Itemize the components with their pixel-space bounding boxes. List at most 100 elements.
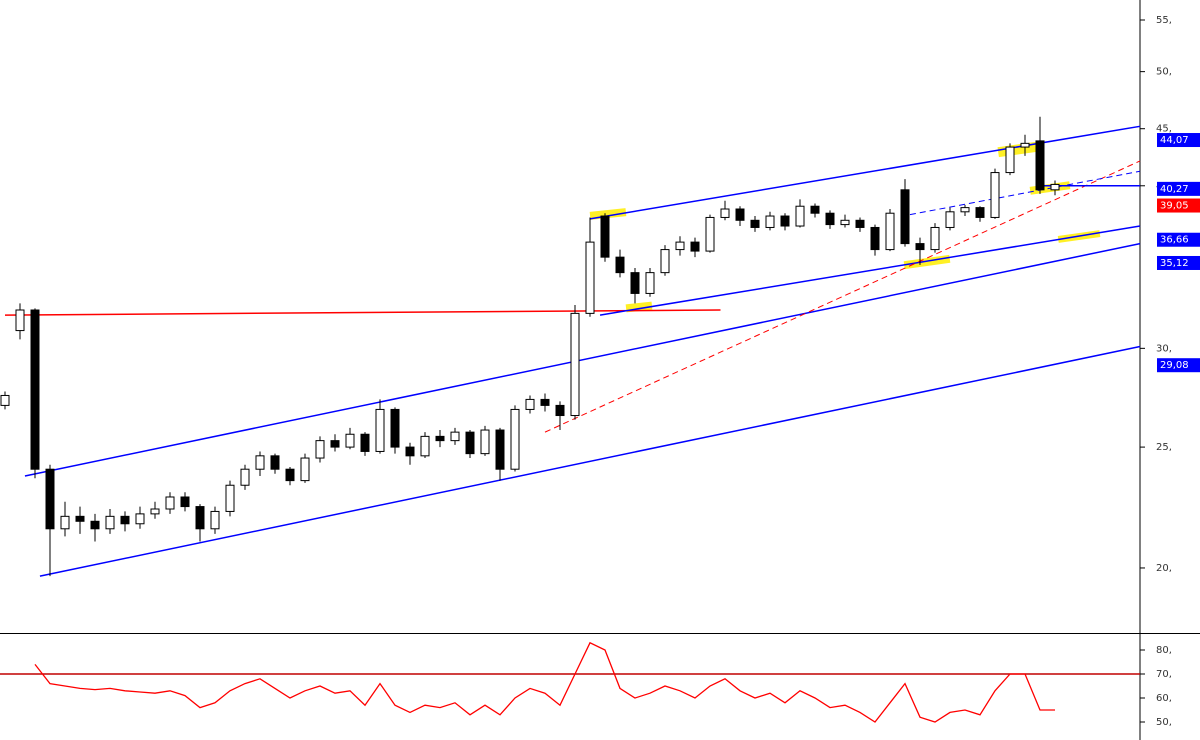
candle-body: [480, 429, 490, 455]
candle-body: [585, 241, 595, 314]
y-tick-label: 25,: [1156, 442, 1172, 453]
candle-body: [405, 446, 415, 457]
candle-body: [765, 215, 775, 228]
candle-body: [135, 513, 145, 525]
candle-body: [495, 429, 505, 470]
y-tick-label: 45,: [1156, 124, 1172, 135]
candle-body: [0, 394, 10, 406]
candle-body: [75, 515, 85, 522]
price-label-box: [1157, 133, 1200, 148]
candle-body: [990, 172, 1000, 218]
candle-body: [60, 515, 70, 530]
candle-body: [390, 408, 400, 448]
trend-line: [544, 160, 1141, 433]
y-tick-label: 60,: [1156, 693, 1172, 704]
candle-body: [615, 256, 625, 274]
candle-body: [600, 215, 610, 258]
candle-body: [1020, 142, 1030, 148]
candle-body: [975, 207, 985, 218]
candle-body: [810, 205, 820, 214]
candle-body: [1050, 183, 1060, 191]
candle-body: [90, 520, 100, 530]
candle-body: [840, 219, 850, 226]
price-label: 40,27: [1160, 184, 1189, 195]
candle-body: [450, 431, 460, 442]
trend-line: [24, 242, 1141, 477]
candle-body: [675, 241, 685, 251]
candle-body: [195, 506, 205, 530]
candle-body: [720, 208, 730, 218]
candle-body: [705, 216, 715, 252]
trend-line: [589, 125, 1141, 220]
trend-line: [4, 309, 721, 316]
trend-line: [599, 225, 1141, 316]
candle-body: [420, 435, 430, 457]
candle-body: [15, 309, 25, 332]
candle-body: [225, 484, 235, 512]
candle-body: [750, 219, 760, 228]
candle-body: [240, 468, 250, 486]
candle-body: [870, 226, 880, 251]
y-tick-label: 70,: [1156, 669, 1172, 680]
price-label: 29,08: [1160, 360, 1189, 371]
candle-body: [825, 212, 835, 226]
candle-body: [945, 211, 955, 228]
candle-body: [795, 205, 805, 227]
candle-body: [900, 189, 910, 245]
price-label-box: [1157, 232, 1200, 247]
candle-body: [30, 309, 40, 470]
candle-body: [255, 455, 265, 470]
price-label-box: [1157, 358, 1200, 373]
candle-body: [165, 496, 175, 510]
y-tick-label: 55,: [1156, 15, 1172, 26]
candle-body: [150, 508, 160, 515]
candle-body: [45, 468, 55, 530]
indicator-line: [34, 641, 1055, 723]
candle-body: [1005, 146, 1015, 174]
candle-body: [525, 398, 535, 410]
candle-body: [570, 312, 580, 417]
y-tick-label: 50,: [1156, 717, 1172, 728]
price-label-box: [1157, 198, 1200, 213]
candle-body: [360, 433, 370, 452]
candle-body: [285, 468, 295, 482]
y-tick-label: 20,: [1156, 563, 1172, 574]
candle-body: [780, 215, 790, 227]
price-label-box: [1157, 181, 1200, 196]
candle-body: [690, 241, 700, 252]
candle-body: [375, 408, 385, 452]
candle-body: [660, 249, 670, 274]
candle-body: [315, 440, 325, 459]
candle-body: [270, 455, 280, 470]
candle-body: [330, 440, 340, 448]
candle-body: [345, 433, 355, 448]
candle-body: [645, 272, 655, 294]
candle-body: [465, 431, 475, 455]
price-label: 36,66: [1160, 235, 1189, 246]
candle-body: [960, 207, 970, 213]
candle-body: [435, 435, 445, 442]
candle-body: [105, 515, 115, 530]
trend-line: [39, 345, 1141, 577]
candle-body: [630, 272, 640, 294]
price-label-box: [1157, 255, 1200, 270]
candle-body: [300, 457, 310, 482]
y-tick-label: 30,: [1156, 343, 1172, 354]
candle-body: [510, 408, 520, 470]
candle-body: [855, 219, 865, 228]
candle-body: [120, 515, 130, 525]
price-label: 35,12: [1160, 258, 1189, 269]
highlight: [903, 254, 951, 270]
candle-body: [915, 243, 925, 251]
candle-body: [1035, 140, 1045, 191]
candle-body: [885, 212, 895, 251]
y-tick-label: 80,: [1156, 645, 1172, 656]
candle-body: [735, 208, 745, 221]
y-tick-label: 50,: [1156, 67, 1172, 78]
price-label: 44,07: [1160, 135, 1189, 146]
trend-line: [909, 170, 1141, 216]
candle-body: [210, 510, 220, 530]
candle-body: [180, 496, 190, 508]
